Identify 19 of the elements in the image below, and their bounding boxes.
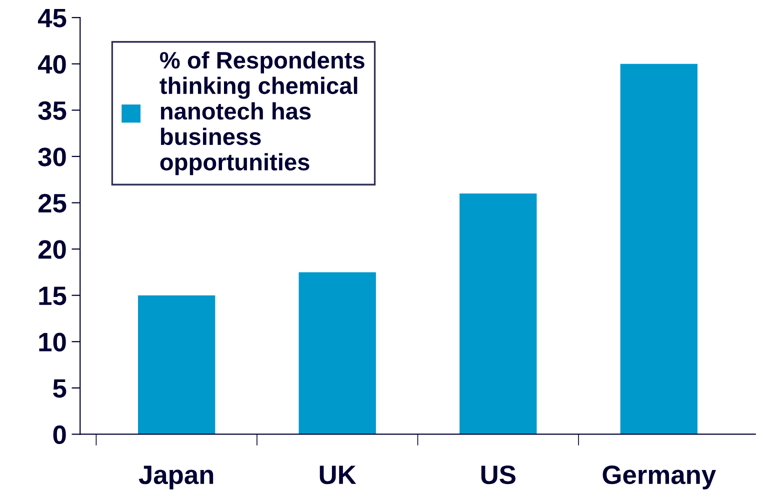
x-tick-label: Japan bbox=[138, 466, 214, 490]
y-tick-label: 15 bbox=[39, 286, 66, 306]
bar bbox=[620, 64, 698, 434]
x-tick-label: UK bbox=[320, 466, 356, 484]
y-tick-label: 35 bbox=[38, 101, 66, 120]
y-tick-label: 45 bbox=[38, 8, 66, 28]
y-tick-label: 0 bbox=[53, 425, 66, 444]
bar bbox=[460, 193, 537, 434]
bar bbox=[138, 295, 216, 434]
x-tick-label: Germany bbox=[602, 465, 716, 490]
y-tick-label: 25 bbox=[38, 194, 66, 213]
y-tick-label: 30 bbox=[38, 148, 66, 166]
y-tick-label: 5 bbox=[53, 379, 66, 398]
x-tick-label: US bbox=[481, 465, 516, 484]
legend-label: % of Respondents thinking chemical nanotech has business opportunities bbox=[160, 51, 364, 176]
y-tick-label: 40 bbox=[38, 55, 66, 74]
y-tick-label: 20 bbox=[38, 240, 66, 259]
y-tick-label: 10 bbox=[39, 332, 66, 352]
bar bbox=[298, 272, 376, 434]
